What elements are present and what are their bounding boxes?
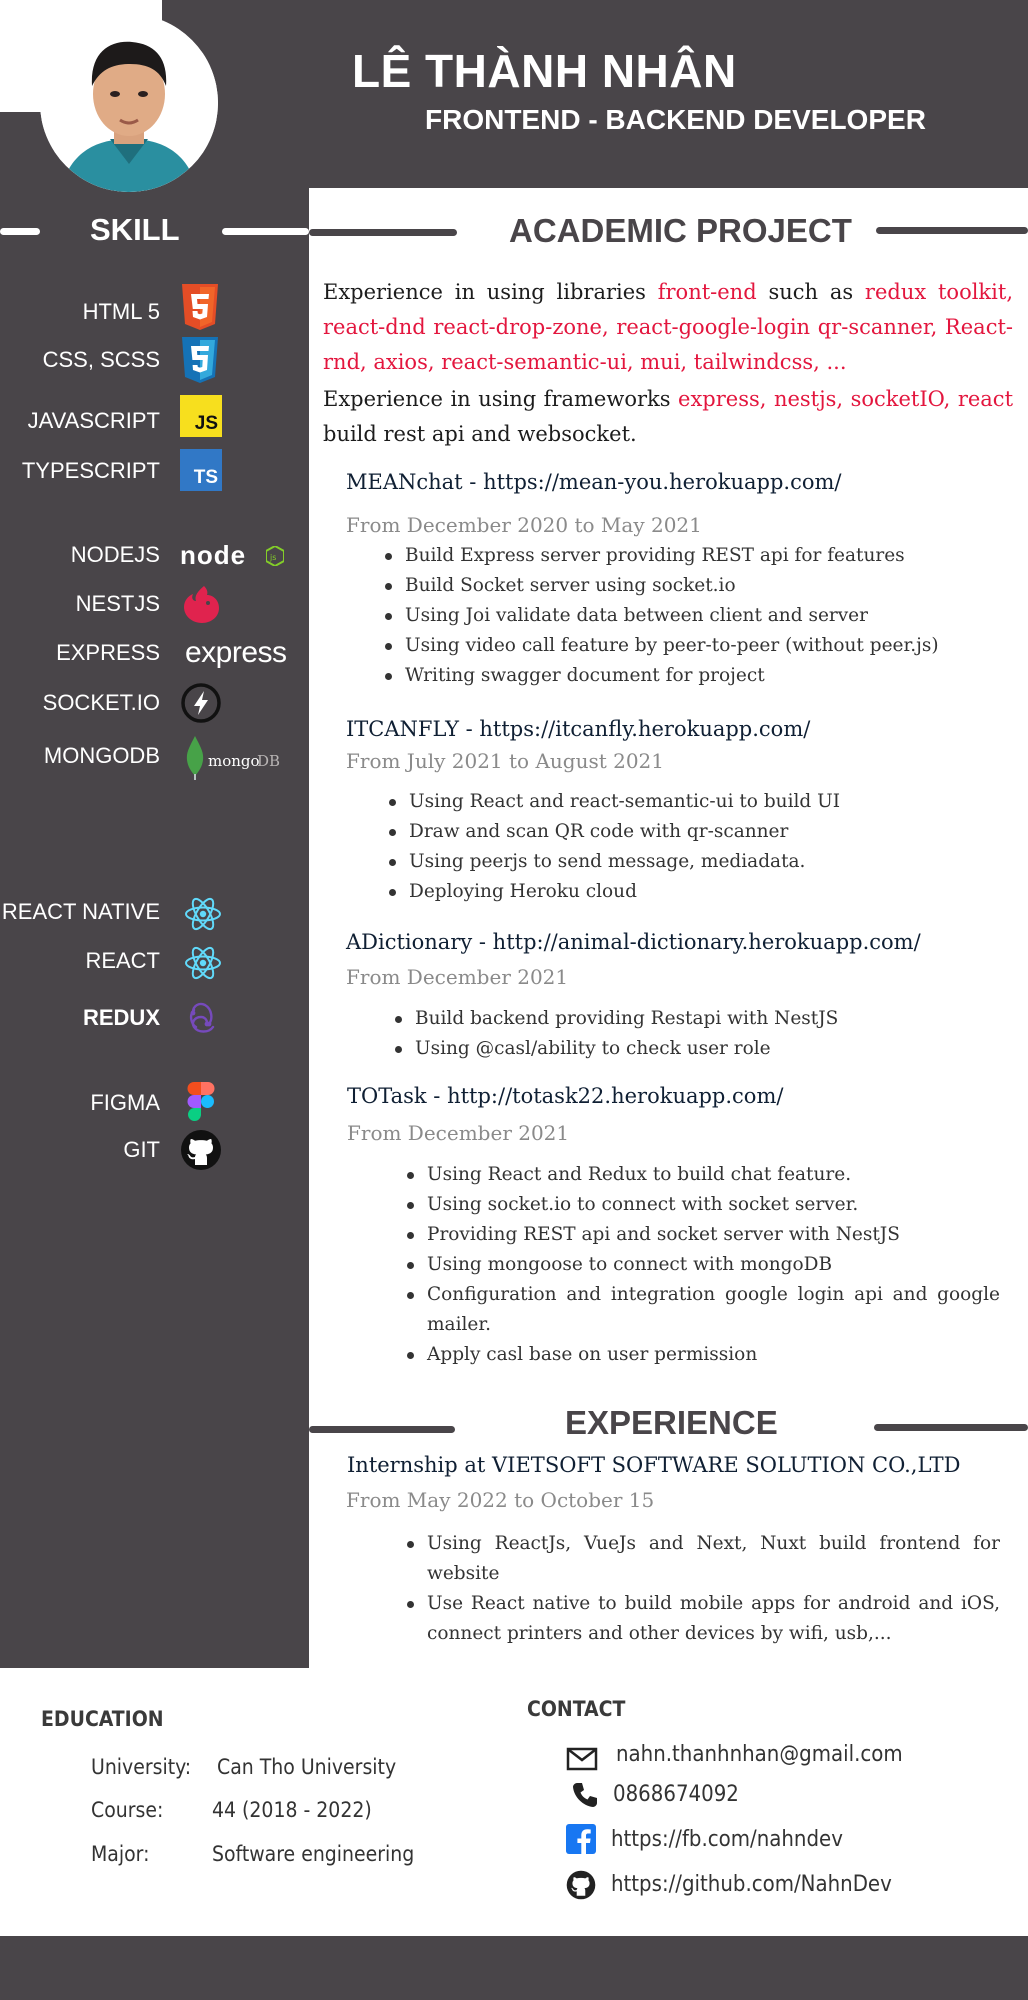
list-item: Providing REST api and socket server wit…: [405, 1220, 1000, 1250]
skills-sidebar: [0, 112, 309, 1668]
redux-icon: [183, 997, 223, 1042]
list-item: Writing swagger document for project: [383, 661, 983, 691]
skill-redux: REDUX: [82, 1005, 160, 1030]
divider-line: [874, 1424, 1028, 1431]
contact-github[interactable]: https://github.com/NahnDev: [611, 1872, 892, 1897]
education-value: Can Tho University: [217, 1755, 397, 1779]
project-title[interactable]: ITCANFLY - https://itcanfly.herokuapp.co…: [346, 717, 811, 741]
project-bullets: Using React and react-semantic-ui to bui…: [387, 787, 987, 907]
list-item: Apply casl base on user permission: [405, 1340, 1000, 1370]
react-icon: [183, 943, 223, 988]
list-item: Build backend providing Restapi with Nes…: [393, 1004, 993, 1034]
list-item: Configuration and integration google log…: [405, 1280, 1000, 1340]
project-title[interactable]: ADictionary - http://animal-dictionary.h…: [346, 930, 921, 954]
project-date: From December 2020 to May 2021: [346, 513, 702, 537]
skill-typescript: TYPESCRIPT: [21, 458, 160, 483]
education-label: University:: [91, 1755, 192, 1779]
list-item: Using video call feature by peer-to-peer…: [383, 631, 983, 661]
project-title[interactable]: MEANchat - https://mean-you.herokuapp.co…: [346, 470, 842, 494]
education-label: Major:: [91, 1842, 150, 1866]
footer-band: [0, 1936, 1028, 2000]
education-value: Software engineering: [212, 1842, 415, 1866]
divider-line: [222, 228, 309, 235]
skill-css: CSS, SCSS: [42, 347, 160, 372]
facebook-icon: [566, 1824, 596, 1854]
experience-bullets: Using ReactJs, VueJs and Next, Nuxt buil…: [405, 1529, 1000, 1649]
contact-email[interactable]: nahn.thanhnhan@gmail.com: [616, 1742, 903, 1767]
contact-phone[interactable]: 0868674092: [613, 1782, 739, 1807]
intro-frameworks: Experience in using frameworks express, …: [323, 387, 1014, 446]
mail-icon: [566, 1746, 598, 1777]
list-item: Using React and react-semantic-ui to bui…: [387, 787, 987, 817]
list-item: Build Socket server using socket.io: [383, 571, 983, 601]
experience-date: From May 2022 to October 15: [346, 1488, 655, 1512]
avatar: [40, 14, 218, 192]
skill-html5: HTML 5: [82, 299, 160, 324]
skill-react: REACT: [85, 948, 160, 973]
skill-mongodb: MONGODB: [43, 743, 160, 768]
skill-figma: FIGMA: [90, 1090, 160, 1115]
list-item: Using @casl/ability to check user role: [393, 1034, 993, 1064]
contact-heading: CONTACT: [527, 1697, 626, 1721]
education-label: Course:: [91, 1798, 164, 1822]
skill-react-native: REACT NATIVE: [1, 899, 160, 924]
skill-javascript: JAVASCRIPT: [27, 408, 160, 433]
project-date: From December 2021: [346, 965, 569, 989]
divider-line: [309, 1426, 455, 1433]
divider-line: [876, 227, 1028, 234]
list-item: Using socket.io to connect with socket s…: [405, 1190, 1000, 1220]
list-item: Using React and Redux to build chat feat…: [405, 1160, 1000, 1190]
list-item: Using ReactJs, VueJs and Next, Nuxt buil…: [405, 1529, 1000, 1589]
html5-icon: [180, 284, 220, 335]
svg-text:js: js: [269, 553, 276, 562]
express-logo: express: [185, 636, 287, 669]
list-item: Using peerjs to send message, mediadata.: [387, 847, 987, 877]
divider-line: [0, 228, 40, 235]
academic-heading: ACADEMIC PROJECT: [509, 212, 852, 249]
list-item: Use React native to build mobile apps fo…: [405, 1589, 1000, 1649]
nodejs-logo: node js: [180, 538, 285, 572]
react-icon: [183, 894, 223, 939]
skill-nestjs: NESTJS: [75, 591, 160, 616]
project-date: From July 2021 to August 2021: [346, 749, 665, 773]
education-value: 44 (2018 - 2022): [212, 1798, 372, 1822]
education-heading: EDUCATION: [41, 1707, 164, 1731]
candidate-role: FRONTEND - BACKEND DEVELOPER: [425, 104, 926, 135]
project-bullets: Build backend providing Restapi with Nes…: [393, 1004, 993, 1064]
nestjs-icon: [180, 583, 222, 630]
skill-git: GIT: [123, 1137, 160, 1162]
github-icon: [180, 1129, 222, 1176]
experience-heading: EXPERIENCE: [565, 1404, 778, 1441]
phone-icon: [571, 1781, 599, 1814]
intro-libraries: Experience in using libraries front-end …: [323, 280, 1013, 374]
list-item: Draw and scan QR code with qr-scanner: [387, 817, 987, 847]
skill-nodejs: NODEJS: [70, 542, 160, 567]
list-item: Using mongoose to connect with mongoDB: [405, 1250, 1000, 1280]
experience-company: Internship at VIETSOFT SOFTWARE SOLUTION…: [347, 1453, 961, 1477]
candidate-name: LÊ THÀNH NHÂN: [352, 45, 737, 97]
skill-socketio: SOCKET.IO: [42, 690, 160, 715]
css3-icon: [180, 337, 220, 388]
project-bullets: Build Express server providing REST api …: [383, 541, 983, 691]
project-title[interactable]: TOTask - http://totask22.herokuapp.com/: [347, 1084, 784, 1108]
project-date: From December 2021: [347, 1121, 570, 1145]
skill-heading: SKILL: [90, 212, 180, 247]
list-item: Deploying Heroku cloud: [387, 877, 987, 907]
socketio-icon: [180, 682, 222, 729]
typescript-icon: TS: [180, 449, 222, 491]
github-icon: [566, 1870, 596, 1905]
list-item: Build Express server providing REST api …: [383, 541, 983, 571]
mongodb-logo: mongo DB: [186, 736, 296, 780]
figma-icon: [187, 1082, 215, 1127]
list-item: Using Joi validate data between client a…: [383, 601, 983, 631]
skill-express: EXPRESS: [56, 640, 160, 665]
project-bullets: Using React and Redux to build chat feat…: [405, 1160, 1000, 1370]
divider-line: [309, 229, 457, 236]
contact-facebook[interactable]: https://fb.com/nahndev: [611, 1827, 843, 1852]
javascript-icon: JS: [180, 395, 222, 437]
